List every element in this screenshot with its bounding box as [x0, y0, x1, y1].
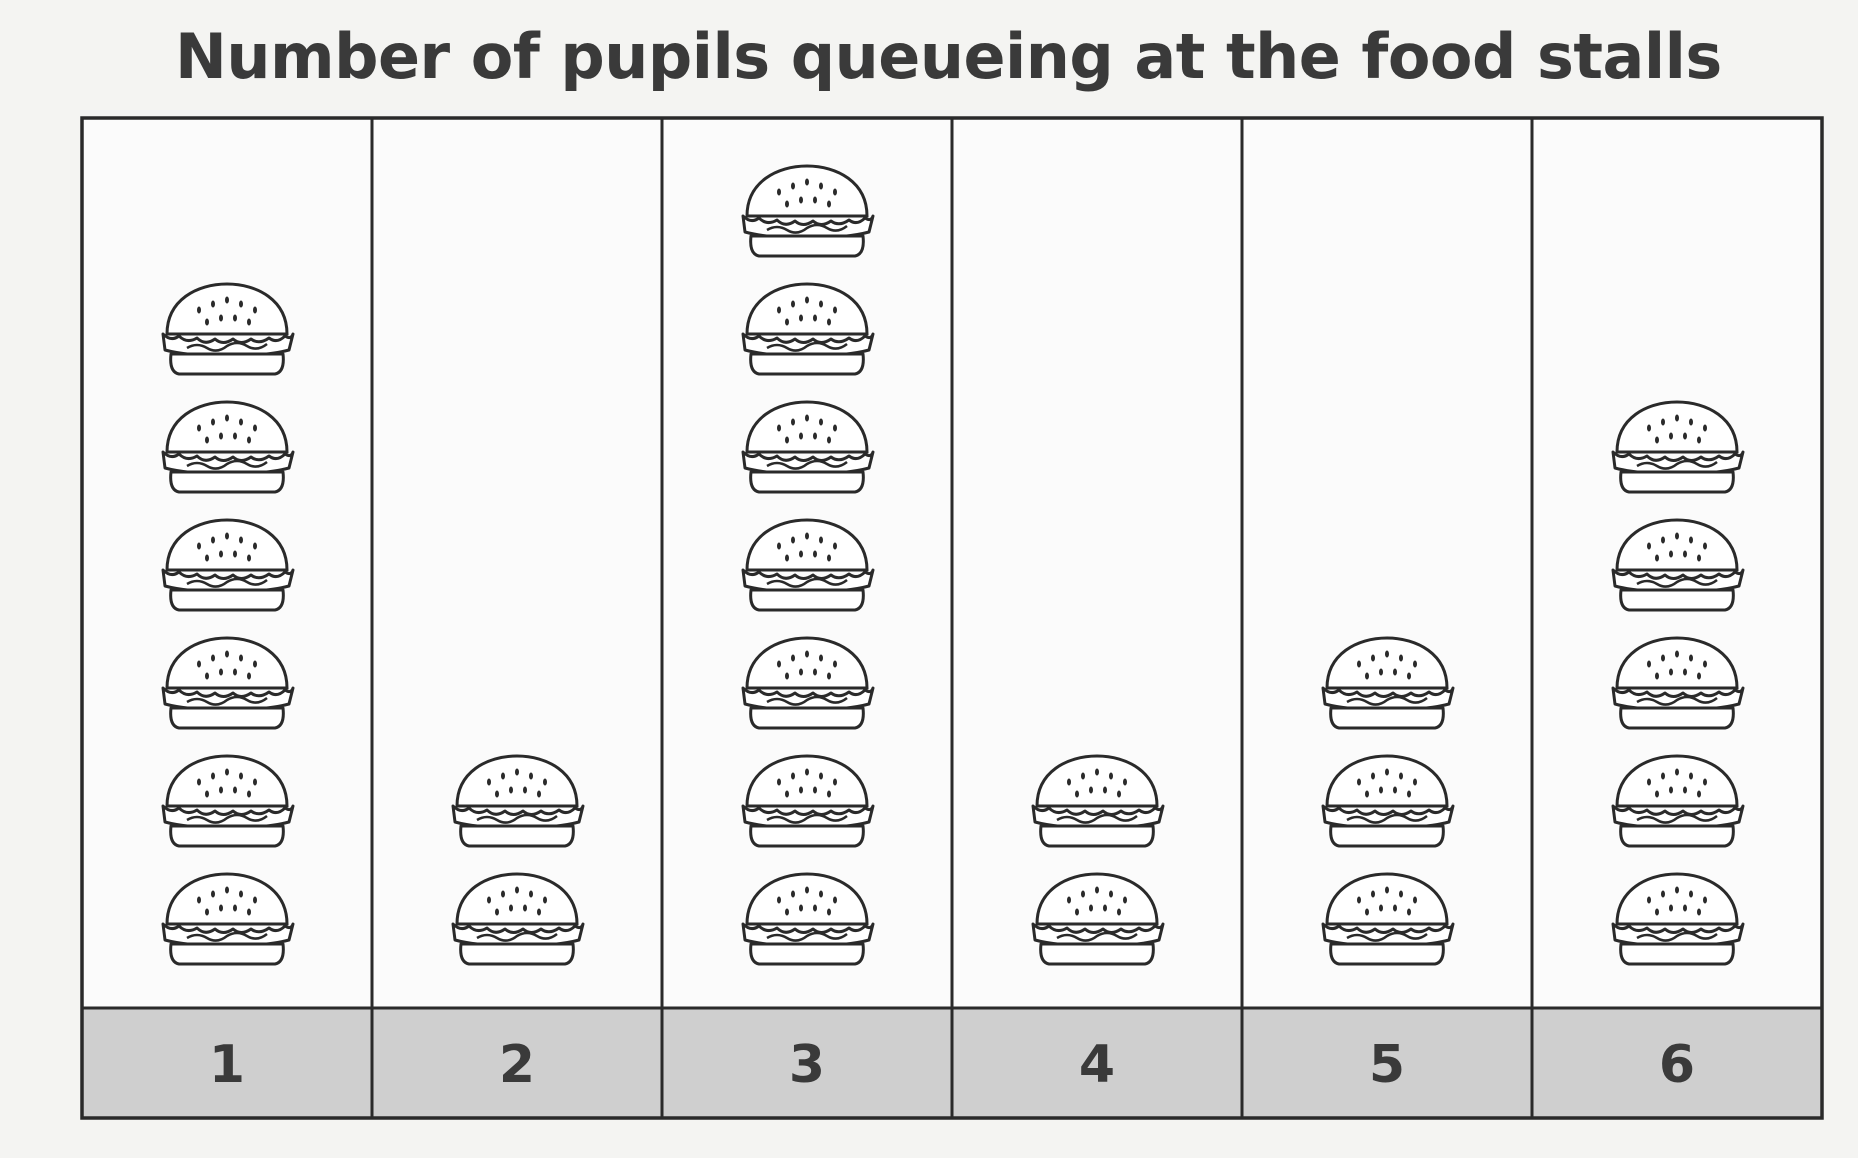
- chart-title: Number of pupils queueing at the food st…: [175, 20, 1722, 93]
- category-label: 1: [209, 1035, 245, 1095]
- category-label: 2: [499, 1035, 535, 1095]
- chart-frame: [80, 116, 1824, 1120]
- category-label: 3: [789, 1035, 825, 1095]
- category-label: 5: [1369, 1035, 1405, 1095]
- category-label: 4: [1079, 1035, 1115, 1095]
- category-label: 6: [1659, 1035, 1695, 1095]
